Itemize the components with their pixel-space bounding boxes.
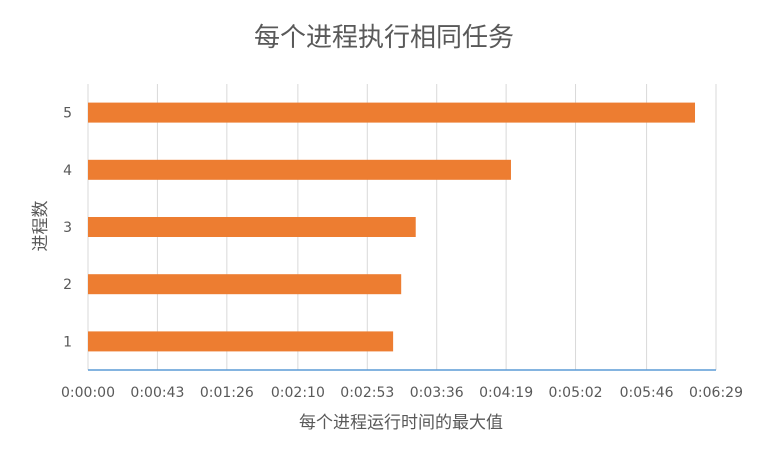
x-tick-labels: 0:00:00 0:00:43 0:01:26 0:02:10 0:02:53 0:03:… xyxy=(61,385,743,401)
y-tick-label: 5 xyxy=(63,106,72,122)
bar-3 xyxy=(88,217,416,237)
y-tick-labels: 1 2 3 4 5 xyxy=(63,106,72,351)
x-tick-label: 0:05:02 xyxy=(549,385,603,401)
x-axis-label: 每个进程运行时间的最大值 xyxy=(299,413,503,433)
bar-4 xyxy=(88,159,511,180)
x-tick-label: 0:01:26 xyxy=(200,385,254,401)
bar-1 xyxy=(88,331,394,352)
bars xyxy=(88,102,696,352)
x-tick-label: 0:06:29 xyxy=(689,385,743,401)
x-tick-label: 0:00:43 xyxy=(130,385,184,401)
x-tick-label: 0:05:46 xyxy=(620,385,674,401)
x-tick-label: 0:03:36 xyxy=(410,385,464,401)
bar-5 xyxy=(88,102,696,123)
y-tick-label: 3 xyxy=(63,220,72,236)
y-tick-label: 1 xyxy=(63,334,72,350)
x-tick-label: 0:04:19 xyxy=(479,385,533,401)
x-tick-label: 0:00:00 xyxy=(61,385,115,401)
bar-2 xyxy=(88,274,402,295)
y-tick-label: 2 xyxy=(63,277,72,293)
y-tick-label: 4 xyxy=(63,163,72,179)
x-tick-label: 0:02:10 xyxy=(271,385,325,401)
x-tick-label: 0:02:53 xyxy=(340,385,394,401)
y-axis-label: 进程数 xyxy=(31,201,51,252)
chart-title: 每个进程执行相同任务 xyxy=(254,23,514,53)
